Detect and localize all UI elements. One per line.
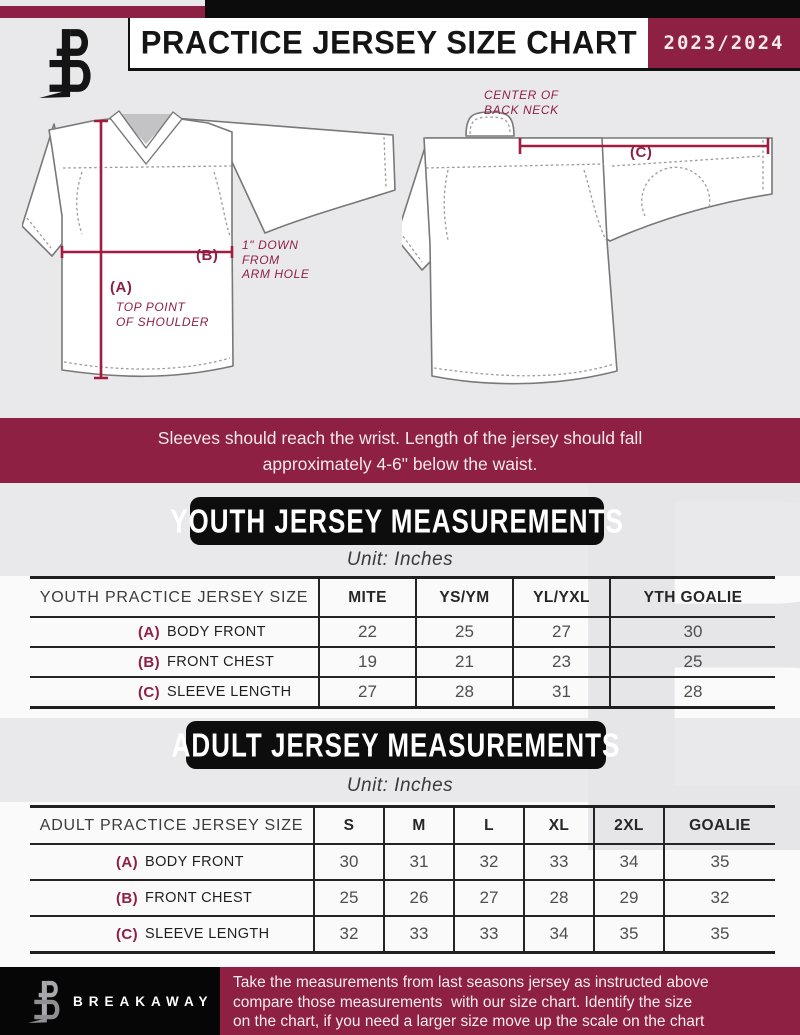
footer-brand-block: BREAKAWAY <box>0 967 220 1035</box>
measure-b-key: (B) <box>196 247 219 264</box>
footer-instructions: Take the measurements from last seasons … <box>220 967 800 1035</box>
row-key: (C) <box>116 925 139 943</box>
youth-unit-label: Unit: Inches <box>346 549 454 570</box>
adult-table-value: 35 <box>665 915 775 951</box>
header-black-strip <box>205 0 800 18</box>
youth-table-value: 25 <box>611 646 775 676</box>
measure-b-description: 1" DOWN FROM ARM HOLE <box>242 238 310 281</box>
adult-table-header-cell: L <box>455 808 525 843</box>
footer-note-line-1: Take the measurements from last seasons … <box>233 974 709 991</box>
footer-brand-name: BREAKAWAY <box>73 993 214 1009</box>
youth-table-header-cell: YS/YM <box>417 579 514 616</box>
youth-measurements-banner: YOUTH JERSEY MEASUREMENTS <box>170 497 623 545</box>
footer-note-line-2: compare those measurements with our size… <box>233 993 693 1011</box>
youth-table-row-label: (B) FRONT CHEST <box>30 646 320 676</box>
season-text: 2023/2024 <box>663 32 785 54</box>
adult-unit-label: Unit: Inches <box>346 775 454 796</box>
title-bar: PRACTICE JERSEY SIZE CHART <box>128 18 648 71</box>
adult-table-header-cell: S <box>315 808 385 843</box>
adult-table-header-cell: M <box>385 808 455 843</box>
measure-c-description: CENTER OF BACK NECK <box>484 88 559 117</box>
row-label-text: FRONT CHEST <box>167 654 275 670</box>
adult-size-table: ADULT PRACTICE JERSEY SIZE S M L XL 2XL … <box>30 805 775 954</box>
breakaway-footer-logo-icon <box>28 980 60 1023</box>
measure-a-description: TOP POINT OF SHOULDER <box>116 300 210 329</box>
row-label-text: BODY FRONT <box>145 854 244 870</box>
adult-table-header-cell: ADULT PRACTICE JERSEY SIZE <box>30 808 315 843</box>
season-badge: 2023/2024 <box>648 18 800 71</box>
adult-measurements-banner: ADULT JERSEY MEASUREMENTS <box>172 721 619 769</box>
footer: BREAKAWAY Take the measurements from las… <box>0 967 800 1035</box>
youth-table-value: 25 <box>417 616 514 646</box>
front-jersey-diagram <box>22 110 396 380</box>
adult-table-value: 31 <box>385 843 455 879</box>
youth-table-row-label: (A) BODY FRONT <box>30 616 320 646</box>
row-label-text: SLEEVE LENGTH <box>145 926 270 942</box>
row-key: (B) <box>116 889 139 907</box>
youth-table-value: 22 <box>320 616 417 646</box>
adult-table-value: 32 <box>315 915 385 951</box>
row-label-text: FRONT CHEST <box>145 890 253 906</box>
youth-banner-text: YOUTH JERSEY MEASUREMENTS <box>170 500 624 540</box>
adult-table-value: 30 <box>315 843 385 879</box>
youth-table-value: 30 <box>611 616 775 646</box>
row-key: (A) <box>138 623 161 641</box>
measure-c-key: (C) <box>630 144 653 161</box>
youth-table-header-cell: YOUTH PRACTICE JERSEY SIZE <box>30 579 320 616</box>
youth-table-header-cell: YTH GOALIE <box>643 588 743 606</box>
adult-table-value: 33 <box>455 915 525 951</box>
adult-table-value: 32 <box>455 843 525 879</box>
youth-table-value: 21 <box>417 646 514 676</box>
youth-table-value: 23 <box>514 646 611 676</box>
adult-table-value: 34 <box>595 843 665 879</box>
adult-table-value: 27 <box>455 879 525 915</box>
youth-table-value: 31 <box>514 676 611 706</box>
adult-table-header-cell: 2XL <box>595 808 665 843</box>
adult-table-value: 29 <box>595 879 665 915</box>
youth-table-value: 28 <box>611 676 775 706</box>
adult-table-value: 28 <box>525 879 595 915</box>
adult-table-value: 26 <box>385 879 455 915</box>
row-key: (A) <box>116 853 139 871</box>
adult-table-value: 32 <box>665 879 775 915</box>
adult-table-value: 35 <box>595 915 665 951</box>
adult-table-value: 33 <box>525 843 595 879</box>
youth-table-header-cell: YL/YXL <box>514 579 611 616</box>
back-jersey-diagram <box>402 111 773 385</box>
row-label-text: SLEEVE LENGTH <box>167 684 292 700</box>
adult-table-value: 35 <box>665 843 775 879</box>
adult-table-value: 33 <box>385 915 455 951</box>
page-title: PRACTICE JERSEY SIZE CHART <box>140 24 638 61</box>
adult-table-row-label: (C) SLEEVE LENGTH <box>30 915 315 951</box>
measure-a-key: (A) <box>110 279 133 296</box>
fit-notice-line-2: approximately 4-6" below the waist. <box>262 453 538 474</box>
fit-notice-banner: Sleeves should reach the wrist. Length o… <box>0 418 800 483</box>
measurements-section: B YOUTH JERSEY MEASUREMENTS Unit: Inches… <box>0 483 800 967</box>
youth-table-header-cell: MITE <box>320 579 417 616</box>
row-label-text: BODY FRONT <box>167 624 266 640</box>
adult-table-value: 25 <box>315 879 385 915</box>
adult-banner-text: ADULT JERSEY MEASUREMENTS <box>171 724 621 764</box>
adult-table-row-label: (B) FRONT CHEST <box>30 879 315 915</box>
adult-table-header-cell: XL <box>525 808 595 843</box>
youth-table-row-label: (C) SLEEVE LENGTH <box>30 676 320 706</box>
adult-table-row-label: (A) BODY FRONT <box>30 843 315 879</box>
row-key: (C) <box>138 683 161 701</box>
fit-notice-line-1: Sleeves should reach the wrist. Length o… <box>157 427 643 448</box>
footer-note-line-3: on the chart, if you need a larger size … <box>233 1013 705 1030</box>
youth-table-value: 19 <box>320 646 417 676</box>
youth-size-table: YOUTH PRACTICE JERSEY SIZE MITE YS/YM YL… <box>30 576 775 709</box>
youth-table-value: 27 <box>514 616 611 646</box>
adult-table-header-cell: GOALIE <box>689 816 751 834</box>
youth-table-value: 27 <box>320 676 417 706</box>
youth-table-value: 28 <box>417 676 514 706</box>
breakaway-logo-icon <box>39 29 91 98</box>
row-key: (B) <box>138 653 161 671</box>
background-watermark-b: B <box>548 483 800 967</box>
adult-table-value: 34 <box>525 915 595 951</box>
header-maroon-strip <box>0 6 205 18</box>
